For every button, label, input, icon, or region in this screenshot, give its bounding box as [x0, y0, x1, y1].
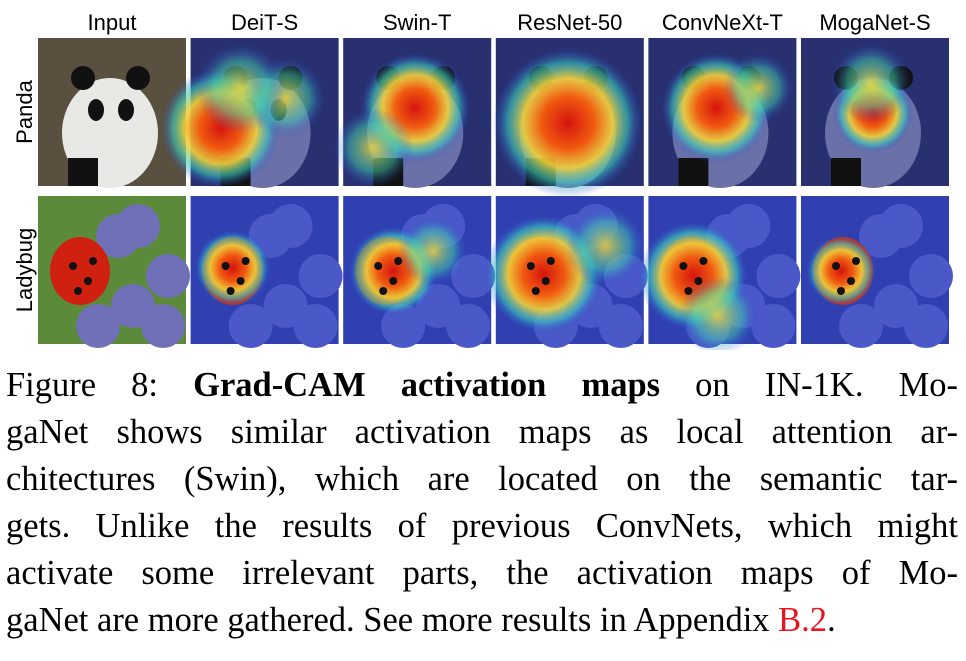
- image-cell: [333, 38, 492, 188]
- panda-leg: [678, 158, 709, 186]
- spot: [74, 287, 82, 295]
- spot: [241, 257, 250, 265]
- caption-line: gets. Unlike the results of previous Con…: [6, 503, 958, 550]
- panda-leg: [68, 158, 98, 186]
- berry: [859, 214, 903, 258]
- caption: Figure 8: Grad-CAM activation maps on IN…: [6, 362, 958, 644]
- activation: [492, 48, 643, 198]
- caption-line: chitectures (Swin), which are located on…: [6, 456, 958, 503]
- caption-line: activate some irrelevant parts, the acti…: [6, 550, 958, 597]
- panda-ear: [126, 66, 150, 90]
- caption-text: Grad-CAM activation maps: [193, 366, 661, 404]
- link[interactable]: B.2: [778, 601, 828, 639]
- column-header: ResNet-50: [517, 10, 622, 35]
- spot: [837, 287, 845, 295]
- activation: [565, 206, 646, 286]
- spot: [847, 277, 855, 285]
- row-label: Panda: [12, 79, 37, 143]
- figure: Input DeiT-S Swin-T ResNet-50 ConvNeXt-T Moga…: [12, 10, 953, 350]
- panda-eye: [118, 99, 134, 121]
- caption-text: gaNet shows similar activation maps as l…: [6, 413, 958, 451]
- berry: [298, 254, 343, 298]
- berry: [909, 254, 953, 298]
- image-cell: [801, 196, 953, 348]
- column-header: MogaNet-S: [819, 10, 930, 35]
- activation: [398, 216, 469, 286]
- column-header: DeiT-S: [231, 10, 298, 35]
- spot: [394, 257, 403, 265]
- panda-eye: [88, 99, 104, 121]
- spot: [84, 277, 92, 285]
- spot: [221, 262, 230, 270]
- column-header: ConvNeXt-T: [662, 10, 783, 35]
- berry: [146, 254, 190, 298]
- activation: [831, 43, 911, 123]
- berry: [141, 304, 185, 348]
- column-header: Input: [88, 10, 137, 35]
- panda-leg: [831, 158, 861, 186]
- berry: [751, 304, 796, 348]
- berry: [76, 304, 120, 348]
- caption-text: chitectures (Swin), which are located on…: [6, 460, 958, 498]
- caption-line: gaNet shows similar activation maps as l…: [6, 409, 958, 456]
- spot: [526, 262, 535, 270]
- caption-text: gets. Unlike the results of previous Con…: [6, 507, 958, 545]
- spot: [852, 257, 860, 265]
- image-cell: [483, 196, 648, 348]
- panda-ear: [71, 66, 95, 90]
- caption-text: Figure 8:: [6, 366, 194, 404]
- spot: [374, 262, 383, 270]
- berry: [598, 304, 643, 348]
- caption-text: on IN-1K. Mo-: [660, 366, 958, 404]
- spot: [89, 257, 97, 265]
- berry: [904, 304, 948, 348]
- berry: [228, 304, 273, 348]
- image-cell: [801, 38, 949, 188]
- activation: [678, 276, 759, 350]
- berry: [446, 304, 491, 348]
- image-cell: [38, 196, 190, 348]
- image-cell: [190, 196, 343, 348]
- spot: [684, 287, 693, 295]
- berry: [293, 304, 338, 348]
- berry: [756, 254, 801, 298]
- spot: [541, 277, 550, 285]
- row-label: Ladybug: [12, 228, 37, 312]
- spot: [531, 287, 540, 295]
- column-header: Swin-T: [383, 10, 451, 35]
- spot: [379, 287, 388, 295]
- spot: [236, 277, 245, 285]
- activation: [723, 53, 794, 123]
- spot: [832, 262, 840, 270]
- caption-line: gaNet are more gathered. See more result…: [6, 597, 958, 644]
- image-cell: [343, 196, 496, 348]
- activation: [333, 108, 414, 188]
- image-cell: [38, 38, 186, 188]
- ladybug: [50, 237, 110, 305]
- caption-text: .: [827, 601, 836, 639]
- image-cell: [160, 38, 339, 188]
- spot: [389, 277, 398, 285]
- spot: [546, 257, 555, 265]
- image-cell: [638, 196, 801, 350]
- berry: [839, 304, 883, 348]
- berry: [96, 214, 140, 258]
- activation: [195, 43, 286, 133]
- caption-text: gaNet are more gathered. See more result…: [6, 601, 779, 639]
- image-cell: [648, 38, 797, 188]
- spot: [694, 277, 703, 285]
- activation: [194, 230, 271, 306]
- spot: [699, 257, 708, 265]
- image-cell: [492, 38, 644, 198]
- spot: [226, 287, 235, 295]
- caption-line: Figure 8: Grad-CAM activation maps on IN…: [6, 362, 958, 409]
- caption-text: activate some irrelevant parts, the acti…: [6, 554, 958, 592]
- spot: [679, 262, 688, 270]
- spot: [69, 262, 77, 270]
- activation: [806, 236, 876, 306]
